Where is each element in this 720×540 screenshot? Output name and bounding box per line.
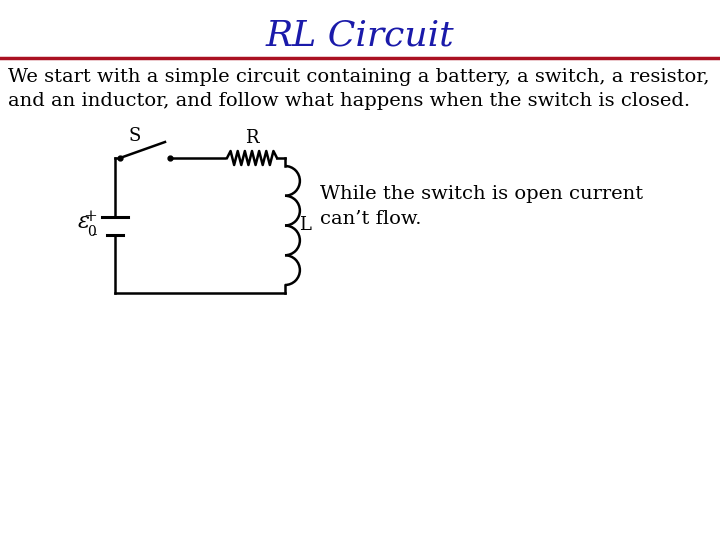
Text: RL Circuit: RL Circuit	[266, 18, 454, 52]
Text: We start with a simple circuit containing a battery, a switch, a resistor,: We start with a simple circuit containin…	[8, 68, 709, 86]
Text: +: +	[83, 208, 97, 225]
Text: and an inductor, and follow what happens when the switch is closed.: and an inductor, and follow what happens…	[8, 92, 690, 110]
Text: S: S	[129, 127, 141, 145]
Text: ε: ε	[78, 211, 90, 233]
Text: 0: 0	[88, 225, 96, 239]
Text: can’t flow.: can’t flow.	[320, 210, 421, 228]
Text: R: R	[246, 129, 258, 147]
Text: While the switch is open current: While the switch is open current	[320, 185, 643, 203]
Text: L: L	[299, 217, 311, 234]
Text: -: -	[91, 226, 97, 243]
